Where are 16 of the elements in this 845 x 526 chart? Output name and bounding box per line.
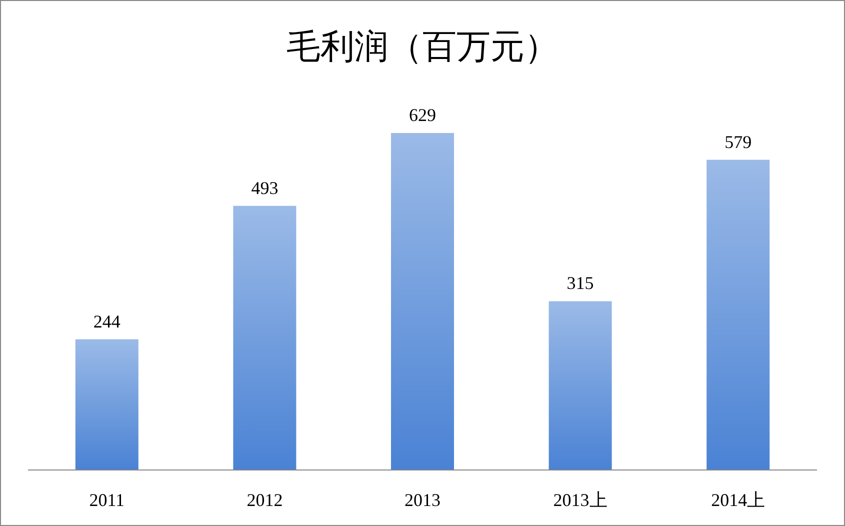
x-tick-label: 2012 <box>246 490 283 510</box>
data-label: 315 <box>566 273 594 294</box>
chart-title: 毛利润（百万元） <box>286 27 558 67</box>
bar <box>706 160 770 470</box>
x-tick-label: 2013 <box>404 490 440 510</box>
data-label: 629 <box>409 105 436 125</box>
bar <box>548 301 612 470</box>
bar <box>391 133 454 470</box>
bar <box>233 206 296 470</box>
x-tick-label: 2011 <box>89 490 125 510</box>
data-label: 244 <box>93 311 120 332</box>
data-label: 493 <box>251 178 278 198</box>
bar <box>75 339 138 470</box>
x-tick-label: 2014上 <box>711 490 766 510</box>
data-label: 579 <box>724 132 752 152</box>
x-tick-label: 2013上 <box>553 490 608 510</box>
